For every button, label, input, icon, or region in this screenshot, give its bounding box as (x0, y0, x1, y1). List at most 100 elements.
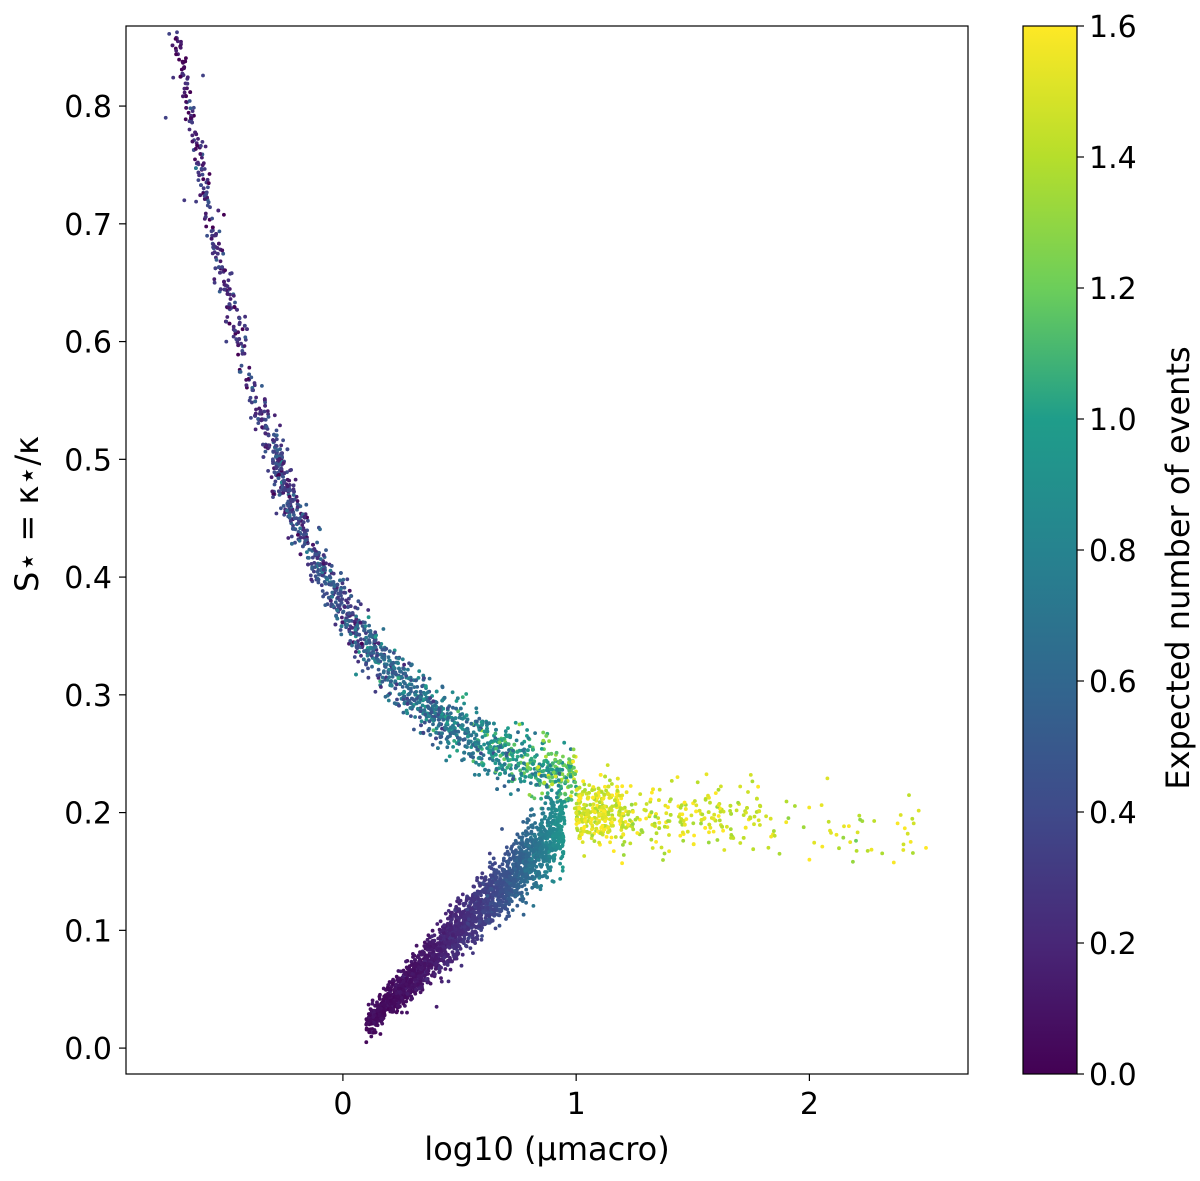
data-point (477, 911, 481, 915)
data-point (174, 52, 179, 57)
data-point (574, 817, 579, 822)
data-point (549, 751, 554, 756)
data-point (445, 735, 450, 739)
data-point (715, 838, 720, 842)
data-point (493, 926, 498, 931)
data-point (466, 925, 471, 930)
data-point (506, 910, 511, 915)
data-point (451, 725, 456, 730)
data-point (444, 960, 449, 964)
data-point (537, 876, 542, 880)
data-point (302, 535, 306, 540)
data-point (551, 858, 556, 863)
data-point (506, 726, 510, 730)
data-point (606, 830, 610, 835)
data-point (451, 731, 456, 735)
data-point (470, 932, 475, 936)
data-point (507, 852, 511, 856)
data-point (577, 785, 582, 790)
data-point (394, 974, 399, 979)
data-point (498, 753, 503, 758)
data-point (428, 696, 432, 700)
data-point (263, 403, 267, 408)
data-point (405, 711, 410, 716)
data-point (291, 483, 296, 488)
data-point (199, 167, 204, 171)
data-point (855, 830, 860, 835)
data-point (193, 157, 197, 162)
data-point (515, 832, 520, 837)
data-point (494, 727, 498, 732)
data-point (547, 775, 551, 780)
data-point (545, 863, 549, 867)
data-point (384, 662, 389, 667)
data-point (422, 973, 427, 978)
data-point (487, 748, 492, 753)
data-point (247, 365, 252, 370)
data-point (486, 913, 491, 918)
data-point (459, 963, 464, 968)
data-point (746, 790, 750, 794)
data-point (504, 878, 509, 882)
data-point (430, 928, 435, 933)
data-point (558, 807, 563, 812)
data-point (591, 802, 596, 807)
data-point (279, 467, 284, 471)
data-point (354, 617, 359, 621)
data-point (493, 861, 497, 866)
data-point (563, 792, 568, 797)
data-point (443, 967, 448, 971)
data-point (221, 251, 226, 256)
data-point (277, 489, 281, 494)
data-point (496, 758, 501, 763)
data-point (404, 959, 408, 964)
data-point (368, 629, 373, 633)
data-point (602, 793, 607, 797)
data-point (458, 706, 463, 711)
data-point (475, 747, 480, 752)
data-point (407, 692, 412, 696)
data-point (752, 822, 756, 827)
data-point (489, 905, 493, 910)
data-point (712, 812, 717, 817)
data-point (434, 955, 438, 960)
data-point (691, 821, 696, 826)
data-point (418, 695, 423, 700)
data-point (480, 723, 484, 727)
data-point (404, 982, 409, 986)
data-point (291, 527, 295, 531)
data-point (487, 851, 492, 856)
data-point (504, 753, 509, 758)
data-point (448, 920, 453, 925)
data-point (237, 320, 242, 325)
data-point (581, 779, 586, 784)
data-point (319, 583, 324, 588)
data-point (529, 756, 534, 761)
data-point (515, 754, 520, 759)
data-point (489, 887, 494, 891)
data-point (563, 804, 568, 809)
data-point (420, 952, 424, 957)
data-point (503, 733, 508, 737)
data-point (366, 675, 371, 680)
data-point (380, 679, 385, 684)
data-point (507, 891, 511, 896)
data-point (397, 979, 402, 984)
data-point (354, 650, 358, 654)
data-point (364, 1026, 369, 1031)
data-point (434, 689, 439, 694)
data-point (304, 502, 309, 507)
data-point (308, 573, 313, 578)
data-point (535, 782, 539, 787)
data-point (693, 799, 697, 803)
data-point (446, 706, 450, 711)
data-point (194, 132, 199, 137)
data-point (418, 970, 423, 975)
data-point (199, 183, 203, 188)
data-point (534, 880, 538, 885)
data-point (350, 643, 354, 648)
data-point (479, 751, 483, 756)
data-point (442, 923, 447, 928)
data-point (452, 943, 457, 948)
data-point (275, 448, 280, 453)
